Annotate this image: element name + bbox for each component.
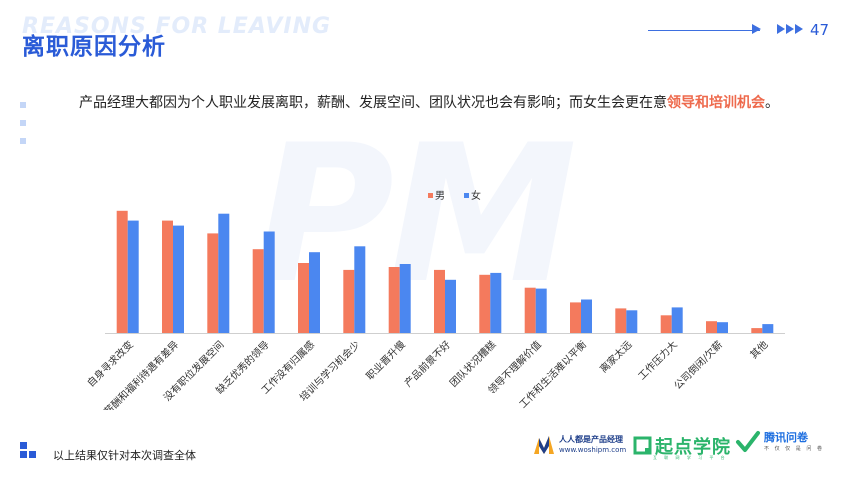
woshipm-logo-icon [534,436,554,454]
bar-male-13 [706,321,717,333]
bar-male-9 [524,287,536,333]
x-tick-label-14: 其他 [747,338,770,361]
tencent-survey-sub: 不 仅 仅 是 问 卷 [764,446,824,452]
page-number: 47 [810,21,830,39]
summary-paragraph: 产品经理大都因为个人职业发展离职，薪酬、发展空间、团队状况也会有影响；而女生会更… [79,93,809,114]
footer-dots-icon [20,442,45,458]
header-watermark: REASONS FOR LEAVING [22,14,332,39]
legend-label-1: 女 [471,189,481,202]
bar-male-6 [388,267,400,333]
bar-male-10 [570,302,581,333]
triple-arrow-icon [777,24,803,34]
bar-female-4 [309,252,320,333]
x-tick-label-7: 产品前景不好 [402,338,454,390]
bar-male-2 [207,233,219,333]
legend-swatch-1 [464,193,469,198]
leaving-reasons-chart: 男女自身寻求改变薪酬和福利待遇有差异没有职位发展空间缺乏优秀的领导工作没有归属感… [84,189,785,410]
x-tick-label-13: 公司倒闭/欠薪 [671,338,725,392]
x-tick-label-0: 自身寻求改变 [84,338,136,390]
bullet-dots-icon [20,102,26,156]
bar-male-0 [116,210,128,333]
qidian-logo-title: 起点学院 [655,437,731,458]
x-tick-label-8: 团队状况糟糕 [447,338,499,390]
arrow-icon [752,24,761,34]
x-tick-label-6: 职业晋升慢 [364,339,408,383]
bar-female-13 [717,322,728,333]
bar-female-9 [535,288,547,333]
bar-male-14 [751,328,763,333]
bar-female-3 [263,231,275,333]
x-tick-label-11: 离家太远 [597,338,634,375]
bar-male-11 [615,308,627,333]
legend-swatch-0 [428,193,433,198]
woshipm-logo-url: www.woshipm.com [559,446,627,454]
bar-female-1 [173,225,184,333]
bar-female-10 [581,299,592,333]
bar-female-6 [399,264,411,333]
bar-female-8 [490,272,502,333]
bar-male-12 [660,315,672,333]
footnote: 以上结果仅针对本次调查全体 [53,449,196,462]
x-tick-label-12: 工作压力大 [635,338,680,383]
page-title: 离职原因分析 [22,34,166,60]
bar-male-5 [343,269,355,333]
qidian-logo-sub: 互 联 网 学 习 平 台 [653,455,728,460]
bar-female-0 [127,220,139,333]
summary-highlight: 领导和培训机会 [667,95,765,111]
bar-female-11 [626,310,638,333]
qidian-logo-icon [633,436,652,455]
summary-text: 产品经理大都因为个人职业发展离职，薪酬、发展空间、团队状况也会有影响；而女生会更… [79,95,667,111]
legend-label-0: 男 [435,190,445,202]
bar-female-14 [762,324,774,333]
tencent-survey-title: 腾讯问卷 [764,431,808,444]
qidian-logo: 起点学院 互 联 网 学 习 平 台 [633,433,731,460]
bar-male-4 [298,263,309,333]
bar-female-2 [218,213,230,333]
bar-female-12 [671,307,683,333]
woshipm-logo: 人人都是产品经理 www.woshipm.com [532,434,626,456]
bar-female-5 [354,246,366,333]
bar-male-3 [252,249,264,333]
bar-male-7 [434,269,445,333]
bar-male-8 [479,274,491,333]
woshipm-logo-title: 人人都是产品经理 [559,435,623,444]
checkmark-icon [736,431,760,452]
bar-female-7 [445,279,456,333]
summary-suffix: 。 [765,95,779,111]
header-rule [648,30,760,31]
bar-male-1 [162,220,173,333]
tencent-survey-logo: 腾讯问卷 不 仅 仅 是 问 卷 [735,430,824,454]
